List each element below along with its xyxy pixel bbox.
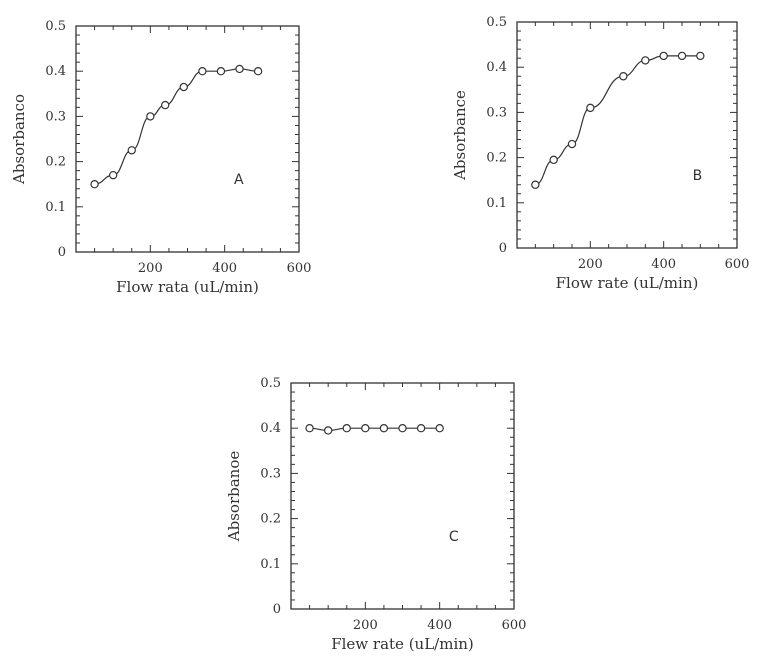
y-axis-label-b: Absorbance xyxy=(451,90,469,181)
x-tick-label-b: 200 xyxy=(578,257,603,272)
y-tick-label-b: 0.5 xyxy=(486,15,507,30)
data-point-b-5 xyxy=(641,56,650,65)
data-point-a-6 xyxy=(198,66,207,76)
x-axis-label-a: Flow rata (uL/min) xyxy=(116,278,259,296)
data-point-a-2 xyxy=(127,146,136,155)
data-point-c-6 xyxy=(416,424,426,433)
data-point-a-9 xyxy=(253,66,263,76)
data-point-a-7 xyxy=(216,66,226,76)
x-tick-label-b: 600 xyxy=(725,257,750,272)
x-tick-label-a: 600 xyxy=(287,261,312,276)
x-tick-label-b: 400 xyxy=(651,257,676,272)
panel-letter-c: C xyxy=(449,529,459,545)
y-axis-label-c: Absorbanoe xyxy=(225,451,243,543)
plot-frame-c xyxy=(290,382,515,610)
panel-letter-a: A xyxy=(234,172,244,188)
y-tick-label-a: 0.2 xyxy=(45,155,66,170)
y-tick-label-b: 0.3 xyxy=(486,105,507,120)
y-tick-label-c: 0 xyxy=(273,602,281,617)
x-axis-label-c: Flew rate (uL/min) xyxy=(331,635,474,653)
data-point-a-1 xyxy=(108,170,118,180)
data-point-b-1 xyxy=(549,155,558,165)
data-point-a-4 xyxy=(160,100,170,110)
data-point-c-0 xyxy=(305,424,314,433)
chart-panel-c: 200 400 600 0 0.1 0.2 0.3 0.4 0.5 Flew rate (uL/m… xyxy=(210,366,540,662)
y-tick-label-c: 0.1 xyxy=(260,557,281,572)
data-point-a-8 xyxy=(235,64,244,74)
data-point-b-8 xyxy=(696,51,705,61)
data-point-c-4 xyxy=(379,424,389,433)
y-axis-label-a: Absorbanco xyxy=(10,94,28,185)
data-point-b-6 xyxy=(659,51,668,61)
y-tick-label-a: 0.1 xyxy=(45,200,66,215)
y-tick-label-b: 0.4 xyxy=(486,60,507,75)
x-tick-label-a: 400 xyxy=(212,261,237,276)
x-tick-label-a: 200 xyxy=(138,261,163,276)
y-tick-label-b: 0.1 xyxy=(486,196,507,211)
y-tick-label-a: 0.5 xyxy=(45,19,66,34)
y-tick-label-b: 0.2 xyxy=(486,151,507,166)
y-tick-label-c: 0.3 xyxy=(260,466,281,481)
x-tick-label-c: 200 xyxy=(353,618,378,633)
plot-frame-a xyxy=(75,25,300,253)
y-tick-label-a: 0 xyxy=(58,245,66,260)
y-tick-label-c: 0.5 xyxy=(260,376,281,391)
chart-panel-b: 200 400 600 0 0.1 0.2 0.3 0.4 0.5 Flow rate (uL/m… xyxy=(440,0,766,300)
data-point-c-5 xyxy=(398,424,407,433)
y-tick-label-a: 0.3 xyxy=(45,109,66,124)
data-point-b-7 xyxy=(677,51,687,61)
data-point-b-2 xyxy=(567,139,577,149)
data-point-b-0 xyxy=(531,180,540,189)
x-tick-label-c: 400 xyxy=(427,618,452,633)
data-point-a-5 xyxy=(179,82,188,92)
x-axis-label-b: Flow rate (uL/min) xyxy=(556,274,699,292)
series-line-a-0 xyxy=(94,68,259,185)
y-tick-label-c: 0.4 xyxy=(260,421,281,436)
y-tick-label-c: 0.2 xyxy=(260,512,281,527)
data-point-a-3 xyxy=(146,112,155,121)
y-tick-label-a: 0.4 xyxy=(45,64,66,79)
panel-letter-b: B xyxy=(693,168,703,184)
chart-b-svg: 200 400 600 0 0.1 0.2 0.3 0.4 0.5 Flow rate (uL/m… xyxy=(451,15,750,292)
data-point-c-7 xyxy=(435,424,444,433)
data-point-a-0 xyxy=(90,179,99,189)
data-point-b-3 xyxy=(586,103,595,113)
series-line-b-0 xyxy=(535,55,701,186)
chart-a-svg: 200 400 600 0 0.1 0.2 0.3 0.4 0.5 Flow rata (uL/m… xyxy=(10,19,312,296)
x-tick-label-c: 600 xyxy=(502,618,527,633)
data-point-b-4 xyxy=(619,72,628,81)
data-point-c-1 xyxy=(323,426,333,435)
y-tick-label-b: 0 xyxy=(499,241,507,256)
chart-c-svg: 200 400 600 0 0.1 0.2 0.3 0.4 0.5 Flew rate (uL/m… xyxy=(225,376,527,653)
data-point-c-3 xyxy=(361,424,370,433)
data-point-c-2 xyxy=(342,424,351,433)
chart-panel-a: 200 400 600 0 0.1 0.2 0.3 0.4 0.5 Flow rata (uL/m… xyxy=(0,0,330,300)
